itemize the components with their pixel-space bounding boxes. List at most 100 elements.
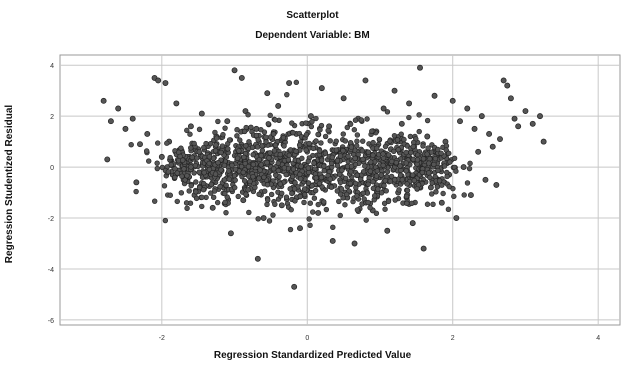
data-point [325, 127, 331, 134]
data-point [213, 142, 219, 148]
data-point [438, 199, 445, 206]
data-point [397, 163, 403, 169]
data-point [431, 161, 437, 168]
data-point [351, 127, 358, 133]
data-point [358, 117, 364, 123]
data-point [391, 177, 398, 183]
data-point [187, 123, 194, 130]
data-point [416, 128, 422, 135]
data-point [392, 197, 398, 203]
data-point [348, 163, 355, 169]
data-point [289, 190, 295, 196]
data-point [414, 157, 421, 163]
data-point [364, 116, 370, 122]
data-point [220, 131, 226, 138]
data-point [290, 129, 296, 136]
data-point [307, 200, 313, 206]
y-axis-label: Regression Studentized Residual [4, 104, 15, 264]
data-point [226, 168, 232, 174]
data-point [255, 137, 261, 143]
data-point [254, 144, 261, 150]
data-point [275, 160, 281, 166]
data-point [313, 115, 319, 122]
data-point [438, 150, 444, 156]
data-point [286, 80, 293, 86]
data-point [162, 80, 169, 86]
data-point [275, 167, 281, 174]
data-point [291, 186, 298, 192]
data-point [207, 140, 214, 147]
data-point [370, 139, 376, 146]
y-tick-label: -4 [48, 267, 54, 274]
data-point [281, 165, 288, 171]
data-point [382, 206, 388, 212]
data-point [214, 199, 221, 206]
data-point [297, 171, 303, 178]
data-point [464, 105, 471, 112]
data-point [540, 138, 547, 145]
data-point [360, 168, 367, 175]
data-point [368, 159, 374, 165]
y-tick-label: 0 [50, 165, 54, 172]
data-point [221, 162, 228, 169]
data-point [253, 125, 260, 132]
data-point [207, 190, 214, 196]
data-point [297, 225, 303, 232]
data-point [362, 163, 368, 169]
data-point [419, 169, 426, 176]
data-point [322, 150, 329, 156]
data-point [277, 151, 283, 158]
data-point [193, 189, 199, 195]
data-point [444, 173, 450, 180]
data-point [266, 155, 272, 161]
data-point [478, 113, 485, 120]
data-point [193, 195, 200, 202]
data-point [311, 195, 318, 201]
data-point [427, 174, 433, 181]
data-point [409, 200, 415, 207]
data-point [338, 186, 345, 192]
data-point [287, 226, 294, 233]
data-point [104, 156, 111, 163]
data-point [403, 168, 409, 174]
data-point [433, 189, 439, 195]
data-point [283, 194, 290, 200]
data-point [429, 180, 435, 186]
data-point [446, 183, 452, 190]
data-point [389, 158, 395, 165]
data-point [464, 180, 471, 186]
data-point [457, 118, 463, 125]
data-point [467, 160, 473, 167]
data-point [217, 183, 223, 190]
data-point [232, 184, 238, 191]
data-point [264, 182, 271, 188]
data-point [221, 177, 228, 183]
data-point [451, 155, 458, 162]
data-point [352, 155, 358, 162]
data-point [396, 187, 402, 193]
data-point [154, 160, 160, 166]
data-point [215, 118, 221, 125]
data-point [387, 138, 393, 144]
data-point [381, 182, 387, 189]
data-point [272, 117, 278, 123]
data-point [293, 148, 299, 155]
data-point [236, 148, 242, 154]
data-point [312, 187, 319, 194]
data-point [167, 192, 173, 198]
data-point [330, 224, 336, 231]
data-point [232, 177, 238, 183]
data-point [173, 100, 180, 107]
data-point [500, 77, 507, 84]
data-point [362, 77, 369, 84]
data-point [206, 154, 213, 160]
chart-subtitle: Dependent Variable: BM [255, 30, 370, 41]
data-point [179, 173, 185, 179]
data-point [231, 67, 238, 74]
data-point [408, 149, 414, 156]
data-point [155, 140, 161, 146]
data-point [432, 155, 439, 162]
data-point [164, 140, 170, 146]
data-point [370, 152, 376, 158]
data-point [288, 207, 294, 213]
